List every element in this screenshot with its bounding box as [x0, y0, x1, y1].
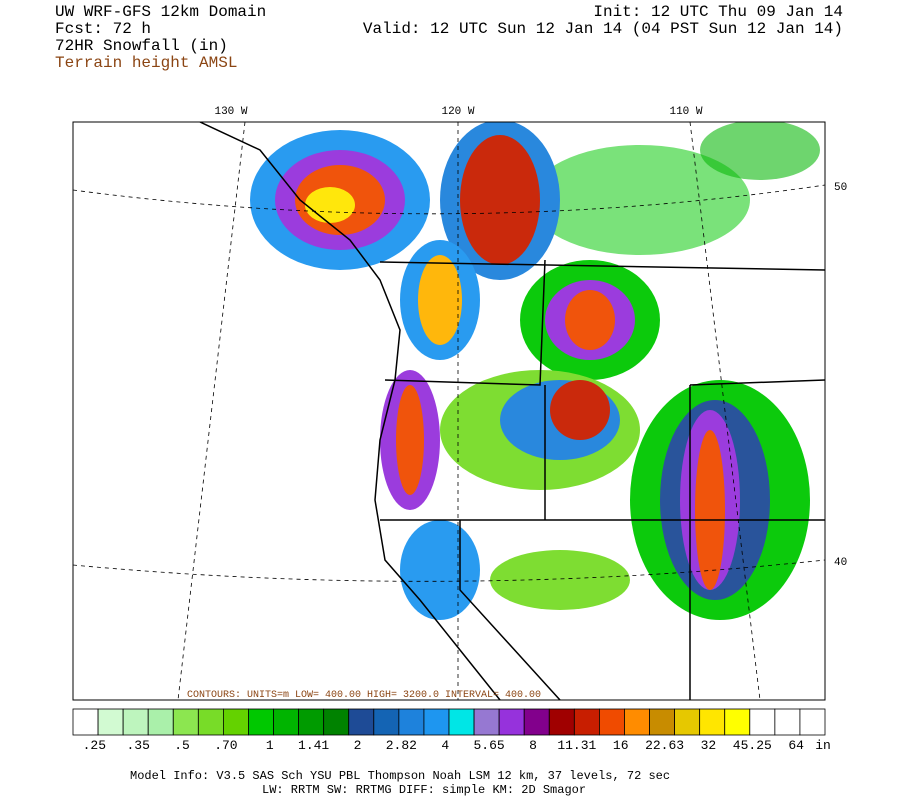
contour-note: CONTOURS: UNITS=m LOW= 400.00 HIGH= 3200…: [187, 690, 541, 701]
color-box: [323, 708, 350, 736]
colorbar-label: .35: [126, 738, 149, 753]
colorbar-label: 45.25: [733, 738, 772, 753]
colorbar-label: .25: [83, 738, 106, 753]
terrain-label: Terrain height AMSL: [55, 54, 237, 72]
color-box: [373, 708, 400, 736]
colorbar-label: 2.82: [386, 738, 417, 753]
valid-time: Valid: 12 UTC Sun 12 Jan 14 (04 PST Sun …: [363, 20, 843, 38]
header-line: UW WRF-GFS 12km Domain: [55, 3, 266, 21]
colorbar-label: 11.31: [557, 738, 596, 753]
color-box: [473, 708, 500, 736]
colorbar-label: 8: [529, 738, 537, 753]
color-box: [774, 708, 801, 736]
color-box: [348, 708, 375, 736]
colorbar-label: .5: [174, 738, 190, 753]
color-box: [523, 708, 550, 736]
color-box: [573, 708, 600, 736]
colorbar-label: 32: [701, 738, 717, 753]
color-box: [248, 708, 274, 736]
color-box: [147, 708, 174, 736]
footer-line: LW: RRTM SW: RRTMG DIFF: simple KM: 2D S…: [262, 783, 586, 797]
colorbar-label: 1.41: [298, 738, 329, 753]
color-box: [122, 708, 149, 736]
color-box: [548, 708, 575, 736]
lon-label: 130 W: [214, 106, 247, 118]
colorbar-label: 1: [266, 738, 274, 753]
colorbar-unit: in: [815, 738, 831, 753]
color-box: [423, 708, 450, 736]
color-box: [699, 708, 726, 736]
colorbar: .25 .35 .5 .70 1 1.41 2 2.82 4 5.65 8 11.31 16 22.63 3…: [72, 708, 831, 753]
colorbar-label: 64: [788, 738, 804, 753]
color-box: [624, 708, 650, 736]
color-box: [599, 708, 625, 736]
color-box: [724, 708, 751, 736]
lon-label: 120 W: [441, 106, 474, 118]
lat-label: 50: [834, 182, 847, 194]
color-box: [222, 708, 249, 736]
color-box: [273, 708, 299, 736]
colorbar-label: 2: [354, 738, 362, 753]
map: CONTOURS: UNITS=m LOW= 400.00 HIGH= 3200…: [72, 121, 826, 701]
color-box: [649, 708, 675, 736]
color-box: [498, 708, 525, 736]
colorbar-label: .70: [214, 738, 237, 753]
color-box: [298, 708, 325, 736]
color-box: [97, 708, 124, 736]
color-box: [398, 708, 425, 736]
lat-label: 40: [834, 557, 847, 569]
color-box: [674, 708, 701, 736]
color-box: [749, 708, 776, 736]
colorbar-label: 5.65: [473, 738, 504, 753]
colorbar-label: 4: [441, 738, 449, 753]
color-box: [799, 708, 826, 736]
color-box: [448, 708, 475, 736]
color-box: [172, 708, 199, 736]
header-line: Fcst: 72 h: [55, 20, 151, 38]
colorbar-label: 16: [613, 738, 629, 753]
lon-label: 110 W: [669, 106, 702, 118]
color-box: [197, 708, 224, 736]
footer-line: Model Info: V3.5 SAS Sch YSU PBL Thompso…: [130, 769, 670, 783]
header-line: 72HR Snowfall (in): [55, 37, 228, 55]
colorbar-label: 22.63: [645, 738, 684, 753]
color-box: [72, 708, 99, 736]
init-time: Init: 12 UTC Thu 09 Jan 14: [593, 3, 843, 21]
